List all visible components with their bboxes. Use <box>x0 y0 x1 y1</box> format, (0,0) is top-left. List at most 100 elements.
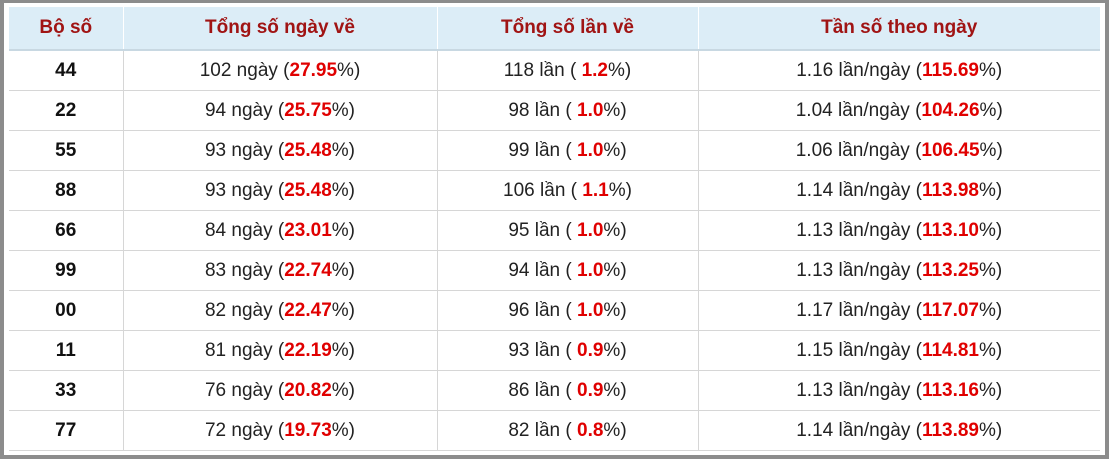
cell-percent: 1.2 <box>581 59 608 81</box>
cell-suffix: %) <box>331 419 355 441</box>
cell-suffix: %) <box>331 179 355 201</box>
cell-suffix: %) <box>331 299 355 321</box>
cell-percent: 1.0 <box>577 219 604 241</box>
cell-suffix: %) <box>603 219 627 241</box>
cell-suffix: %) <box>331 339 355 361</box>
cell-percent: 1.1 <box>582 179 609 201</box>
key-cell: 66 <box>9 210 124 251</box>
cell-percent: 113.10 <box>921 219 980 241</box>
header-cell: Bộ số <box>9 7 124 51</box>
stat-cell: 76 ngày (20.82%) <box>123 370 438 411</box>
cell-suffix: %) <box>979 99 1003 121</box>
cell-suffix: %) <box>608 179 632 201</box>
cell-percent: 117.07 <box>921 299 980 321</box>
cell-prefix: 96 lần ( <box>508 299 577 321</box>
cell-percent: 20.82 <box>284 379 332 401</box>
cell-percent: 22.19 <box>284 339 332 361</box>
cell-suffix: %) <box>608 59 632 81</box>
cell-prefix: 81 ngày ( <box>204 339 285 361</box>
cell-prefix: 84 ngày ( <box>204 219 285 241</box>
cell-prefix: 102 ngày ( <box>199 59 290 81</box>
stat-cell: 95 lần ( 1.0%) <box>437 210 699 251</box>
cell-prefix: 99 lần ( <box>508 139 577 161</box>
stat-cell: 94 ngày (25.75%) <box>123 90 438 131</box>
cell-suffix: %) <box>331 139 355 161</box>
cell-prefix: 98 lần ( <box>508 99 577 121</box>
table-row: 00 82 ngày (22.47%) 96 lần ( 1.0%) 1.17 lần… <box>9 290 1100 331</box>
key-cell: 11 <box>9 330 124 371</box>
cell-prefix: 1.13 lần/ngày ( <box>796 219 922 241</box>
stat-cell: 1.13 lần/ngày (113.10%) <box>698 210 1100 251</box>
cell-suffix: %) <box>337 59 361 81</box>
stat-cell: 106 lần ( 1.1%) <box>437 170 699 211</box>
cell-prefix: 1.16 lần/ngày ( <box>796 59 922 81</box>
stat-cell: 81 ngày (22.19%) <box>123 330 438 371</box>
cell-suffix: %) <box>603 139 627 161</box>
cell-suffix: %) <box>979 139 1003 161</box>
cell-suffix: %) <box>603 339 627 361</box>
table-row: 99 83 ngày (22.74%) 94 lần ( 1.0%) 1.13 lần… <box>9 250 1100 291</box>
cell-suffix: %) <box>603 299 627 321</box>
stat-cell: 93 ngày (25.48%) <box>123 170 438 211</box>
cell-prefix: 1.14 lần/ngày ( <box>796 179 922 201</box>
cell-suffix: %) <box>331 99 355 121</box>
cell-suffix: %) <box>979 179 1003 201</box>
stat-cell: 83 ngày (22.74%) <box>123 250 438 291</box>
cell-percent: 113.89 <box>921 419 980 441</box>
stat-cell: 96 lần ( 1.0%) <box>437 290 699 331</box>
cell-prefix: 72 ngày ( <box>204 419 285 441</box>
cell-prefix: 94 lần ( <box>508 259 577 281</box>
cell-prefix: 93 ngày ( <box>204 179 285 201</box>
cell-percent: 25.48 <box>284 179 332 201</box>
stat-cell: 1.06 lần/ngày (106.45%) <box>698 130 1100 171</box>
stat-cell: 72 ngày (19.73%) <box>123 410 438 451</box>
cell-percent: 25.48 <box>284 139 332 161</box>
table-row: 11 81 ngày (22.19%) 93 lần ( 0.9%) 1.15 lần… <box>9 330 1100 371</box>
key-cell: 99 <box>9 250 124 291</box>
header-row: Bộ số Tổng số ngày về Tổng số lần về Tần số… <box>9 7 1100 51</box>
stat-cell: 86 lần ( 0.9%) <box>437 370 699 411</box>
stat-cell: 1.17 lần/ngày (117.07%) <box>698 290 1100 331</box>
key-cell: 77 <box>9 410 124 451</box>
cell-prefix: 93 ngày ( <box>204 139 285 161</box>
cell-suffix: %) <box>979 379 1003 401</box>
cell-percent: 113.98 <box>921 179 980 201</box>
cell-percent: 113.16 <box>921 379 980 401</box>
stat-cell: 1.13 lần/ngày (113.25%) <box>698 250 1100 291</box>
cell-prefix: 83 ngày ( <box>204 259 285 281</box>
stat-cell: 82 ngày (22.47%) <box>123 290 438 331</box>
table-row: 44 102 ngày (27.95%) 118 lần ( 1.2%) 1.16 l… <box>9 50 1100 91</box>
key-cell: 44 <box>9 50 124 91</box>
stat-cell: 118 lần ( 1.2%) <box>437 50 699 91</box>
cell-percent: 1.0 <box>577 259 604 281</box>
cell-suffix: %) <box>979 419 1003 441</box>
cell-suffix: %) <box>331 379 355 401</box>
cell-percent: 25.75 <box>284 99 332 121</box>
cell-prefix: 1.06 lần/ngày ( <box>795 139 922 161</box>
cell-prefix: 1.14 lần/ngày ( <box>796 419 922 441</box>
stats-table: Bộ số Tổng số ngày về Tổng số lần về Tần số… <box>9 7 1100 451</box>
cell-prefix: 82 ngày ( <box>204 299 285 321</box>
cell-percent: 0.8 <box>577 419 604 441</box>
table-row: 88 93 ngày (25.48%) 106 lần ( 1.1%) 1.14 lầ… <box>9 170 1100 211</box>
cell-prefix: 106 lần ( <box>503 179 583 201</box>
header-cell: Tổng số lần về <box>437 7 699 51</box>
key-cell: 33 <box>9 370 124 411</box>
header-cell: Tổng số ngày về <box>123 7 438 51</box>
key-cell: 22 <box>9 90 124 131</box>
cell-prefix: 1.17 lần/ngày ( <box>796 299 922 321</box>
cell-percent: 0.9 <box>577 379 604 401</box>
cell-prefix: 95 lần ( <box>508 219 577 241</box>
cell-suffix: %) <box>979 259 1003 281</box>
table-row: 55 93 ngày (25.48%) 99 lần ( 1.0%) 1.06 lần… <box>9 130 1100 171</box>
table-body: 44 102 ngày (27.95%) 118 lần ( 1.2%) 1.16 l… <box>9 50 1100 451</box>
cell-prefix: 1.13 lần/ngày ( <box>796 379 922 401</box>
cell-percent: 23.01 <box>284 219 332 241</box>
table-row: 33 76 ngày (20.82%) 86 lần ( 0.9%) 1.13 lần… <box>9 370 1100 411</box>
cell-suffix: %) <box>331 259 355 281</box>
cell-percent: 19.73 <box>284 419 332 441</box>
cell-prefix: 76 ngày ( <box>204 379 285 401</box>
cell-suffix: %) <box>331 219 355 241</box>
